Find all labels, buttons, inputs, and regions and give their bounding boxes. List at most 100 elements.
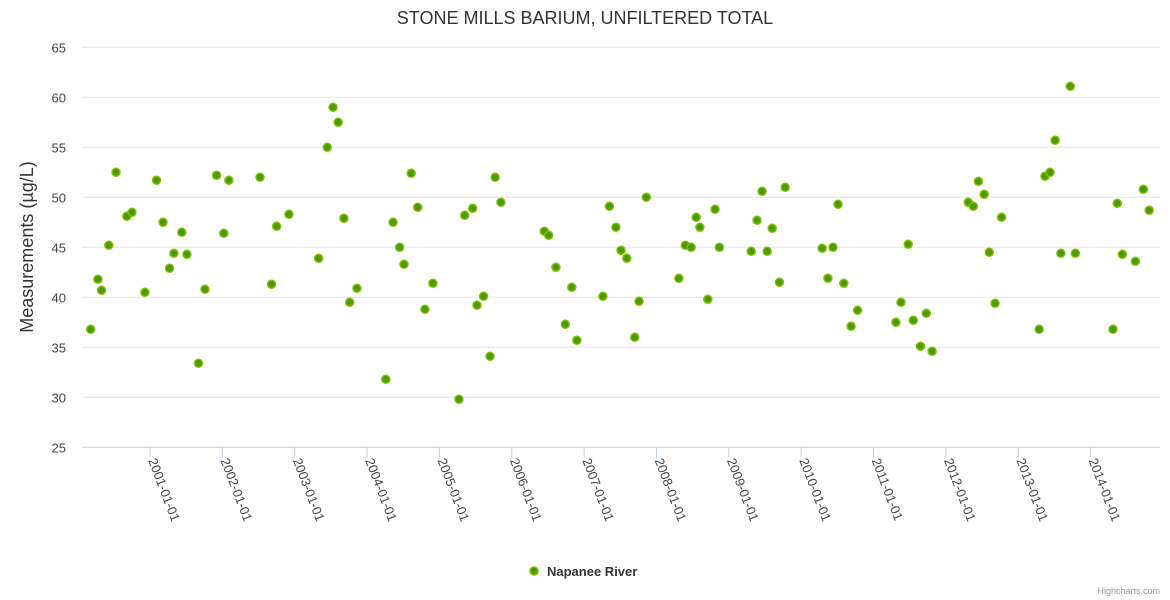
data-point[interactable]	[560, 319, 571, 330]
data-point[interactable]	[604, 201, 615, 212]
data-point[interactable]	[984, 247, 995, 258]
data-point[interactable]	[852, 305, 863, 316]
data-point[interactable]	[169, 248, 179, 259]
data-point[interactable]	[1065, 81, 1076, 92]
data-point[interactable]	[979, 189, 989, 200]
data-point[interactable]	[622, 253, 632, 264]
data-point[interactable]	[551, 262, 561, 273]
data-point[interactable]	[1050, 135, 1060, 146]
data-point[interactable]	[255, 172, 265, 183]
data-point[interactable]	[182, 249, 192, 260]
data-point[interactable]	[344, 297, 355, 308]
data-point[interactable]	[833, 199, 843, 210]
data-point[interactable]	[412, 202, 423, 213]
data-point[interactable]	[1056, 248, 1066, 259]
credits-link[interactable]: Highcharts.com	[1097, 586, 1160, 596]
data-point[interactable]	[93, 274, 103, 285]
data-point[interactable]	[903, 239, 913, 250]
data-point[interactable]	[420, 304, 430, 315]
data-point[interactable]	[224, 175, 234, 186]
data-point[interactable]	[921, 308, 932, 319]
data-point[interactable]	[1130, 256, 1141, 267]
data-point[interactable]	[490, 172, 500, 183]
data-point[interactable]	[996, 212, 1007, 223]
data-point[interactable]	[339, 213, 349, 224]
data-point[interactable]	[915, 341, 926, 352]
data-point[interactable]	[394, 242, 405, 253]
data-point[interactable]	[543, 230, 554, 241]
data-point[interactable]	[817, 243, 827, 254]
legend-item-napanee-river[interactable]: Napanee River	[529, 564, 637, 579]
data-point[interactable]	[177, 227, 187, 238]
data-point[interactable]	[598, 291, 608, 302]
data-point[interactable]	[774, 277, 785, 288]
data-point[interactable]	[973, 176, 984, 187]
data-point[interactable]	[674, 273, 684, 284]
data-point[interactable]	[496, 197, 506, 208]
data-point[interactable]	[211, 170, 222, 181]
data-point[interactable]	[399, 259, 409, 270]
data-point[interactable]	[200, 284, 210, 295]
data-point[interactable]	[266, 279, 277, 290]
data-point[interactable]	[1108, 324, 1118, 335]
data-point[interactable]	[634, 296, 644, 307]
data-point[interactable]	[846, 321, 856, 332]
data-point[interactable]	[616, 245, 626, 256]
data-point[interactable]	[111, 167, 121, 178]
data-point[interactable]	[96, 285, 107, 296]
data-point[interactable]	[695, 222, 705, 233]
data-point[interactable]	[710, 204, 720, 215]
data-point[interactable]	[1070, 248, 1081, 259]
data-point[interactable]	[485, 351, 495, 362]
data-point[interactable]	[284, 209, 294, 220]
data-point[interactable]	[127, 207, 137, 218]
data-point[interactable]	[762, 246, 772, 257]
data-point[interactable]	[193, 358, 204, 369]
data-point[interactable]	[219, 228, 229, 239]
data-point[interactable]	[1034, 324, 1044, 335]
data-point[interactable]	[406, 168, 416, 179]
data-point[interactable]	[151, 175, 162, 186]
data-point[interactable]	[478, 291, 489, 302]
data-point[interactable]	[891, 317, 901, 328]
data-point[interactable]	[823, 273, 833, 284]
data-point[interactable]	[714, 242, 725, 253]
data-point[interactable]	[1112, 198, 1123, 209]
data-point[interactable]	[686, 242, 696, 253]
data-point[interactable]	[839, 278, 849, 289]
data-point[interactable]	[313, 253, 324, 264]
data-point[interactable]	[746, 246, 756, 257]
data-point[interactable]	[752, 215, 762, 226]
data-point[interactable]	[428, 278, 438, 289]
data-point[interactable]	[629, 332, 640, 343]
data-point[interactable]	[467, 203, 478, 214]
data-point[interactable]	[780, 182, 790, 193]
data-point[interactable]	[85, 324, 96, 335]
data-point[interactable]	[388, 217, 398, 228]
data-point[interactable]	[1138, 184, 1149, 195]
data-point[interactable]	[757, 186, 767, 197]
data-point[interactable]	[333, 117, 343, 128]
data-point[interactable]	[990, 298, 1000, 309]
data-point[interactable]	[567, 282, 577, 293]
data-point[interactable]	[104, 240, 114, 251]
data-point[interactable]	[968, 201, 979, 212]
data-point[interactable]	[271, 221, 282, 232]
data-point[interactable]	[381, 374, 391, 385]
data-point[interactable]	[828, 242, 838, 253]
data-point[interactable]	[459, 210, 470, 221]
data-point[interactable]	[328, 102, 338, 113]
data-point[interactable]	[472, 300, 482, 311]
data-point[interactable]	[140, 287, 150, 298]
data-point[interactable]	[927, 346, 937, 357]
data-point[interactable]	[572, 335, 582, 346]
data-point[interactable]	[352, 283, 362, 294]
data-point[interactable]	[703, 294, 713, 305]
data-point[interactable]	[767, 223, 777, 234]
data-point[interactable]	[158, 217, 168, 228]
data-point[interactable]	[896, 297, 906, 308]
data-point[interactable]	[454, 394, 464, 405]
data-point[interactable]	[908, 315, 919, 326]
data-point[interactable]	[322, 142, 333, 153]
data-point[interactable]	[164, 263, 175, 274]
